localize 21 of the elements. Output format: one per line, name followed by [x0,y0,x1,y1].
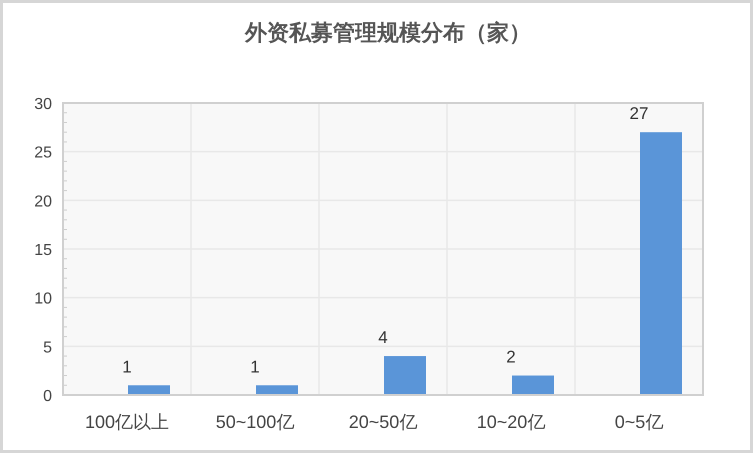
data-label: 1 [122,357,132,376]
y-tick-label: 10 [34,290,52,308]
data-label: 2 [506,348,516,367]
data-label: 1 [250,357,260,376]
x-tick-label: 20~50亿 [348,412,418,432]
data-label: 27 [630,104,648,124]
bar [512,376,554,395]
chart-title: 外资私募管理规模分布（家） [244,20,531,45]
x-tick-label: 10~20亿 [476,412,546,432]
y-tick-label: 5 [43,339,52,356]
x-tick-label: 0~5亿 [614,412,664,432]
y-tick-label: 25 [34,144,52,162]
y-tick-label: 15 [34,242,52,259]
bar [384,356,426,395]
y-tick-label: 0 [43,388,52,405]
x-tick-label: 100亿以上 [84,412,170,432]
y-tick-label: 20 [34,193,52,210]
bar [640,132,682,395]
x-tick-label: 50~100亿 [216,412,294,432]
y-tick-label: 30 [34,96,52,113]
data-label: 4 [378,328,388,348]
